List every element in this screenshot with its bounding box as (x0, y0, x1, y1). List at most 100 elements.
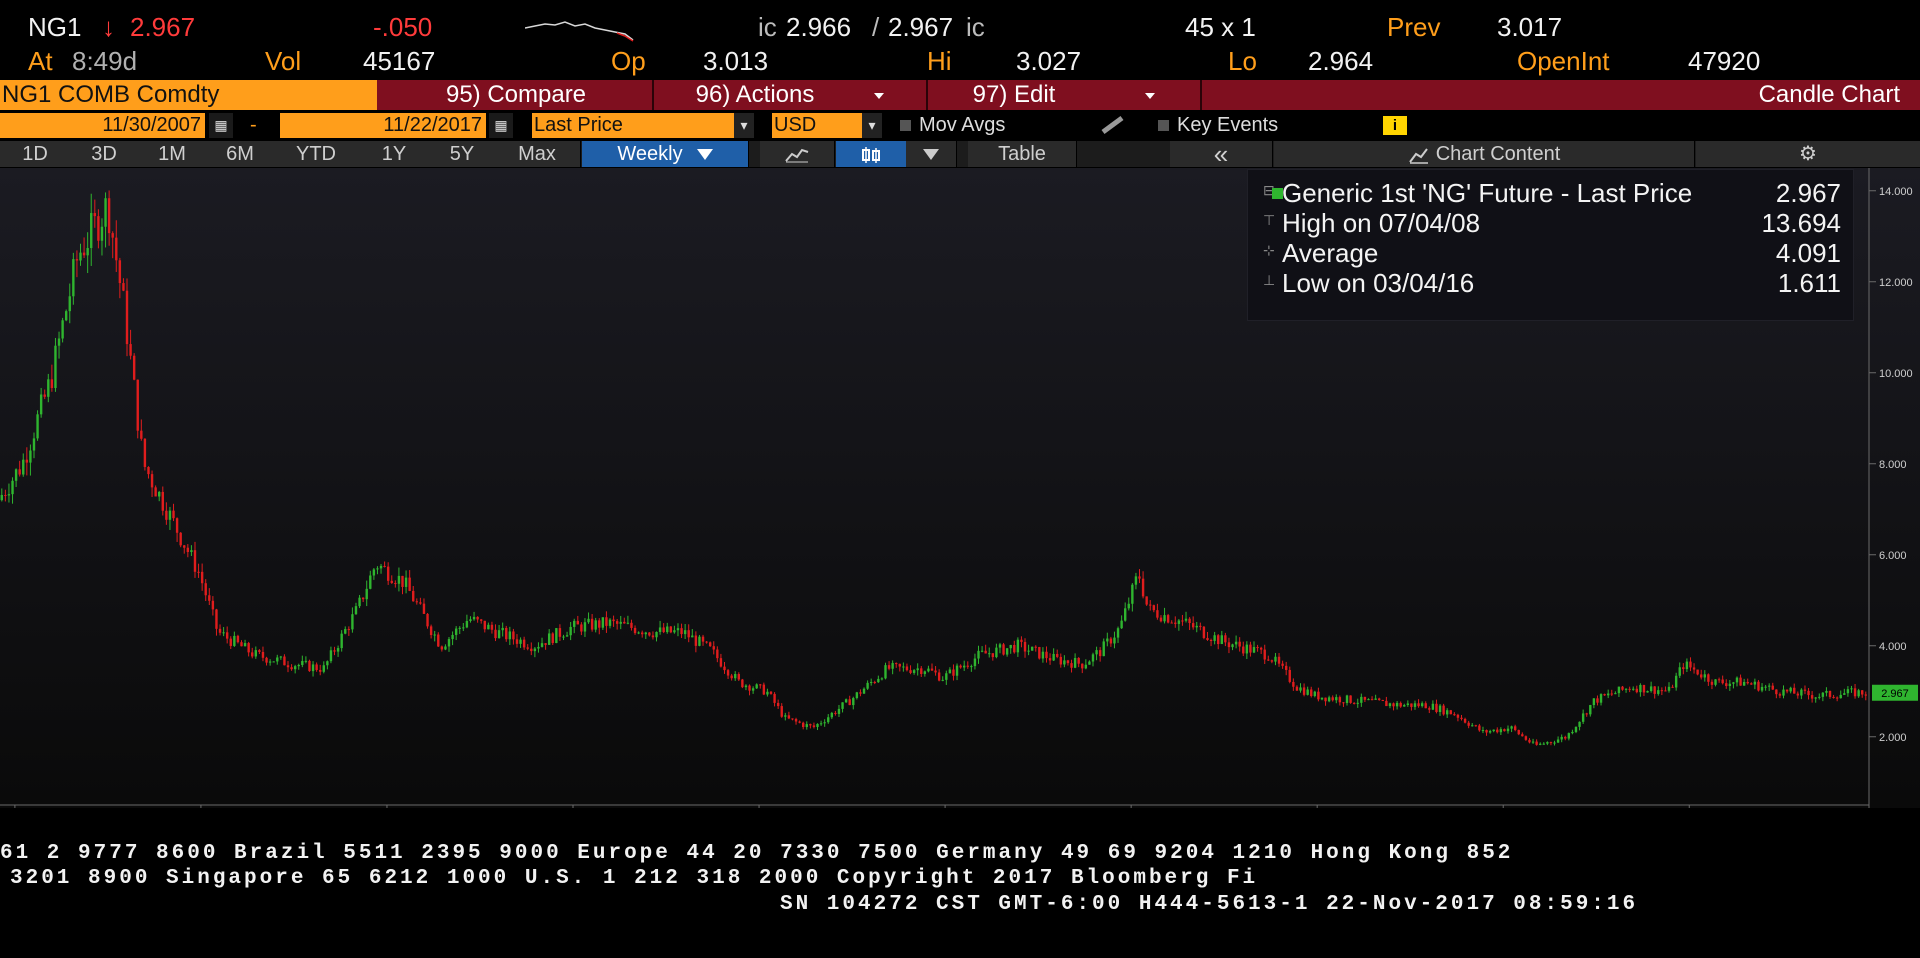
candle-body (641, 632, 644, 635)
period-tab-5y[interactable]: 5Y (430, 141, 495, 167)
candle-body (565, 635, 569, 637)
frequency-select[interactable]: Weekly (582, 141, 749, 167)
y-tick-label: 8.000 (1879, 459, 1907, 471)
candle-body (766, 691, 769, 695)
candle-body (265, 657, 268, 663)
candle-body (132, 355, 136, 380)
calendar-icon[interactable]: ▦ (209, 113, 233, 138)
candle-body (941, 679, 944, 681)
candle-body (1141, 578, 1145, 597)
candle-body (1181, 620, 1184, 622)
candle-body (161, 491, 164, 511)
y-tick-label: 12.000 (1879, 277, 1913, 289)
candle-body (1853, 688, 1857, 697)
legend-collapse-icon[interactable]: ⊟ (1263, 182, 1275, 198)
candle-body (1077, 657, 1080, 664)
candle-body (1485, 730, 1488, 733)
info-icon[interactable]: i (1383, 116, 1407, 135)
candle-body (1356, 702, 1359, 704)
candle-body (626, 622, 630, 624)
pencil-icon[interactable] (1100, 115, 1126, 135)
candle-body (225, 632, 229, 639)
candle-body (97, 216, 100, 241)
candle-body (1739, 677, 1742, 686)
candle-body (29, 450, 32, 463)
calendar-icon[interactable]: ▦ (489, 113, 513, 138)
candle-body (147, 466, 150, 475)
candle-body (1646, 691, 1649, 693)
collapse-icon[interactable]: « (1170, 141, 1273, 167)
candle-body (125, 290, 129, 345)
table-button[interactable]: Table (968, 141, 1077, 167)
start-date-field[interactable]: 11/30/2007 (0, 113, 205, 138)
candle-body (1352, 702, 1356, 704)
candle-body (809, 724, 812, 726)
candle-body (1742, 681, 1746, 686)
candle-body (1270, 660, 1274, 662)
field-select[interactable]: Last Price (532, 113, 754, 138)
candle-body (494, 629, 497, 639)
candle-body (583, 622, 587, 632)
period-tab-label: 1D (22, 143, 48, 165)
candle-body (1224, 635, 1227, 643)
candle-body (630, 622, 633, 628)
candle-body (970, 666, 973, 668)
key-events-toggle[interactable]: Key Events (1158, 113, 1278, 138)
candle-body (1760, 686, 1764, 691)
candle-body (920, 668, 923, 674)
candle-body (1152, 605, 1156, 611)
edit-menu[interactable]: 97) Edit (928, 80, 1202, 110)
candle-body (895, 663, 898, 665)
period-tab-1y[interactable]: 1Y (358, 141, 431, 167)
candle-chart-icon[interactable] (836, 141, 907, 167)
candle-body (558, 628, 562, 637)
candle-body (1549, 742, 1553, 744)
period-tab-3d[interactable]: 3D (70, 141, 139, 167)
period-tab-max[interactable]: Max (494, 141, 581, 167)
candle-body (1621, 686, 1624, 690)
candle-body (730, 675, 733, 679)
line-chart-icon[interactable] (760, 141, 835, 167)
mov-avgs-toggle[interactable]: Mov Avgs (900, 113, 1005, 138)
candle-body (154, 487, 157, 497)
candle-body (408, 577, 411, 591)
candle-body (390, 580, 393, 584)
candle-body (1274, 656, 1277, 662)
actions-menu[interactable]: 96) Actions (654, 80, 928, 110)
candle-body (322, 665, 325, 672)
chart-style-dropdown[interactable] (906, 141, 957, 167)
candle-body (762, 684, 766, 695)
candle-body (1714, 679, 1717, 685)
period-tab-ytd[interactable]: YTD (274, 141, 359, 167)
vol-label: Vol (265, 46, 302, 76)
candle-body (437, 634, 440, 647)
candle-body (1460, 717, 1463, 719)
candle-body (1277, 656, 1281, 664)
candle-body (1628, 688, 1631, 690)
end-date-field[interactable]: 11/22/2017 (280, 113, 486, 138)
candle-body (798, 721, 801, 723)
chart-content-button[interactable]: Chart Content (1274, 141, 1695, 167)
period-tab-1d[interactable]: 1D (0, 141, 71, 167)
candle-body (254, 650, 258, 657)
chevron-down-icon[interactable]: ▾ (862, 113, 882, 138)
candle-body (909, 670, 912, 673)
compare-button[interactable]: 95) Compare (380, 80, 654, 110)
period-tab-1m[interactable]: 1M (138, 141, 207, 167)
candle-body (1735, 677, 1739, 683)
candle-body (1102, 641, 1105, 657)
candle-body (927, 668, 930, 672)
candle-body (1614, 693, 1617, 695)
currency-select[interactable]: USD (772, 113, 864, 138)
candle-body (1149, 604, 1152, 606)
candle-body (1023, 641, 1027, 652)
candle-body (150, 474, 154, 488)
period-tab-6m[interactable]: 6M (206, 141, 275, 167)
security-field[interactable]: NG1 COMB Comdty (0, 80, 377, 110)
chevron-down-icon[interactable]: ▾ (734, 113, 754, 138)
candle-body (1771, 685, 1774, 690)
legend-series-value: 2.967 (1775, 178, 1841, 208)
gear-icon[interactable]: ⚙ (1696, 141, 1920, 167)
candle-body (891, 663, 894, 669)
candle-body (1002, 644, 1005, 655)
